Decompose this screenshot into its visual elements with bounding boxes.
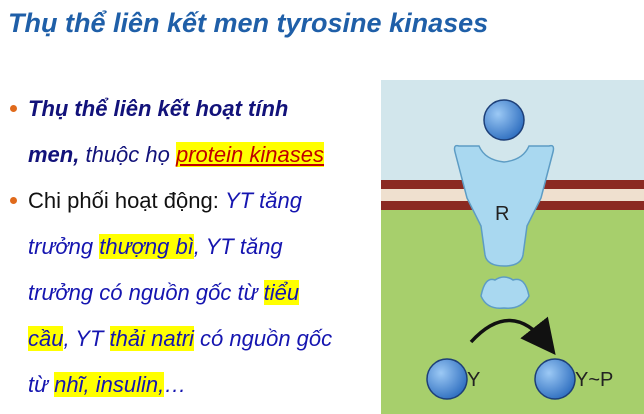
highlight-cau: cầu (28, 326, 64, 351)
bullet-2-text-5b: … (164, 372, 187, 397)
bullet-1-line-2: men, thuộc họ protein kinases (28, 132, 380, 178)
substrate-label: Y (467, 369, 480, 391)
receptor-label: R (495, 203, 509, 225)
phosphorylated-label: Y~P (575, 369, 613, 391)
bullet-2-line-5: từ nhĩ, insulin,… (28, 362, 380, 408)
bullet-1-bold-text-2: men, (28, 142, 80, 167)
bullet-2-line-1: Chi phối hoạt động: YT tăng (28, 178, 380, 224)
phosphorylated-ball-icon (534, 358, 576, 400)
bullet-1-text: thuộc họ (79, 142, 176, 167)
ligand-ball-icon (483, 99, 525, 141)
bullet-2-text-1: YT tăng (224, 188, 302, 213)
bullet-2-text-3a: trưởng có nguồn gốc từ (28, 280, 264, 305)
bullet-1-line-1: Thụ thể liên kết hoạt tính (28, 86, 380, 132)
bullet-2-text-2a: trưởng (28, 234, 100, 259)
bullet-2-text-4b: có nguồn gốc (193, 326, 333, 351)
highlight-tieu: tiểu (263, 280, 300, 305)
highlight-thai-natri: thải natri (109, 326, 194, 351)
highlight-thuong-bi: thượng bì (99, 234, 194, 259)
slide-title: Thụ thể liên kết men tyrosine kinases (8, 8, 489, 38)
bullet-list: Thụ thể liên kết hoạt tính men, thuộc họ… (10, 86, 380, 408)
receptor-diagram: R Y Y~P (381, 80, 644, 414)
highlight-nhi-insulin: nhĩ, insulin, (54, 372, 165, 397)
protein-kinases-link[interactable]: protein kinases (176, 142, 324, 167)
bullet-2-text-4a: , YT (63, 326, 110, 351)
substrate-ball-icon (426, 358, 468, 400)
bullet-2-line-2: trưởng thượng bì, YT tăng (28, 224, 380, 270)
kinase-domain (480, 276, 530, 309)
bullet-dot-icon (10, 105, 17, 112)
bullet-1-bold-text: Thụ thể liên kết hoạt tính (28, 96, 289, 121)
bullet-2-line-4: cầu, YT thải natri có nguồn gốc (28, 316, 380, 362)
bullet-2-text-2b: , YT tăng (193, 234, 283, 259)
bullet-dot-icon (10, 197, 17, 204)
bullet-2-line-3: trưởng có nguồn gốc từ tiểu (28, 270, 380, 316)
receptor-shape (453, 144, 555, 267)
bullet-item-2: Chi phối hoạt động: YT tăng trưởng thượn… (10, 178, 380, 408)
bullet-item-1: Thụ thể liên kết hoạt tính men, thuộc họ… (10, 86, 380, 178)
phosphorylation-arrow-icon (469, 316, 556, 356)
bullet-2-text-5a: từ (28, 372, 55, 397)
bullet-2-intro: Chi phối hoạt động: (28, 188, 225, 213)
